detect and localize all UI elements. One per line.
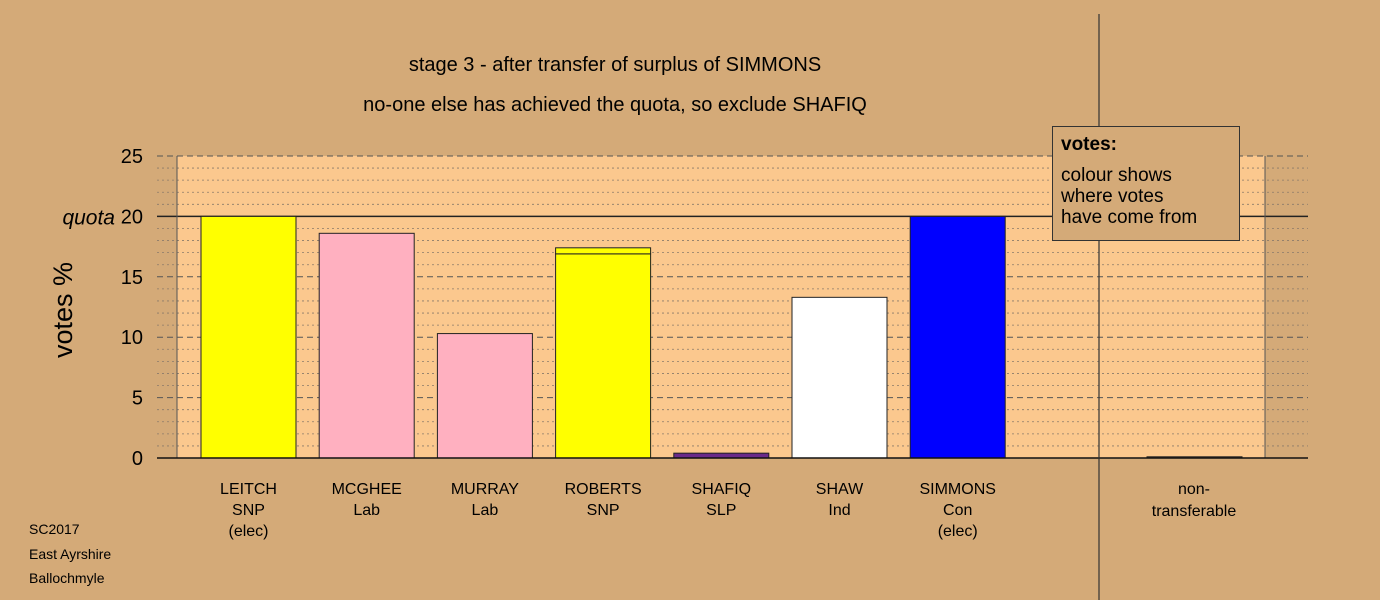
x-label-nontransferable: non- [1178,481,1210,498]
x-label-murray: Lab [472,502,499,519]
x-label-shaw: SHAW [816,481,864,498]
y-tick-label: 20 [121,206,143,228]
y-tick-label: 15 [121,267,143,289]
bar-roberts [555,247,652,255]
x-label-leitch: LEITCH [220,481,277,498]
x-label-roberts: ROBERTS [565,481,642,498]
x-axis-labels: LEITCH SNP (elec) MCGHEE Lab MURRAY Lab ROBERTS… [157,457,1308,540]
legend-title: votes: [1061,134,1117,155]
x-label-nontransferable: transferable [1152,503,1237,520]
legend-text: colour shows where votes have come from [1061,165,1231,228]
x-label-mcghee: Lab [353,502,380,519]
legend-line: colour shows [1061,165,1172,186]
quota-label: quota [62,206,115,229]
y-tick-label: 25 [121,146,143,168]
x-label-simmons: Con [943,502,972,519]
chart-title: stage 3 - after transfer of surplus of S… [408,54,822,76]
y-tick-label: 10 [121,327,143,349]
x-label-simmons: SIMMONS [919,481,995,498]
bars [200,215,1243,459]
y-axis-label: votes % [48,261,78,358]
x-label-simmons: (elec) [938,523,978,540]
x-label-shafiq: SHAFIQ [692,481,752,498]
bar-mcghee [318,232,415,459]
footer-council: East Ayrshire [29,546,112,562]
bar-roberts [555,253,652,459]
bar-shaw [791,296,888,459]
footer-ward: Ballochmyle [29,570,105,586]
x-label-roberts: SNP [587,502,620,519]
legend-line: where votes [1061,186,1164,207]
x-label-mcghee: MCGHEE [332,481,402,498]
footer-election: SC2017 [29,521,80,537]
x-label-shafiq: SLP [706,502,736,519]
bar-murray [436,333,533,459]
x-label-leitch: SNP [232,502,265,519]
bar-leitch [200,215,297,459]
bar-simmons [909,215,1006,459]
x-label-shaw: Ind [828,502,850,519]
x-label-leitch: (elec) [228,523,268,540]
y-tick-label: 0 [132,448,143,470]
y-tick-label: 5 [132,388,143,410]
x-label-murray: MURRAY [451,481,519,498]
chart-subtitle: no-one else has achieved the quota, so e… [363,94,867,116]
y-axis: 0 5 10 15 20 25 quota [62,146,143,470]
legend: votes: colour shows where votes have com… [1052,126,1240,241]
legend-line: have come from [1061,207,1198,228]
